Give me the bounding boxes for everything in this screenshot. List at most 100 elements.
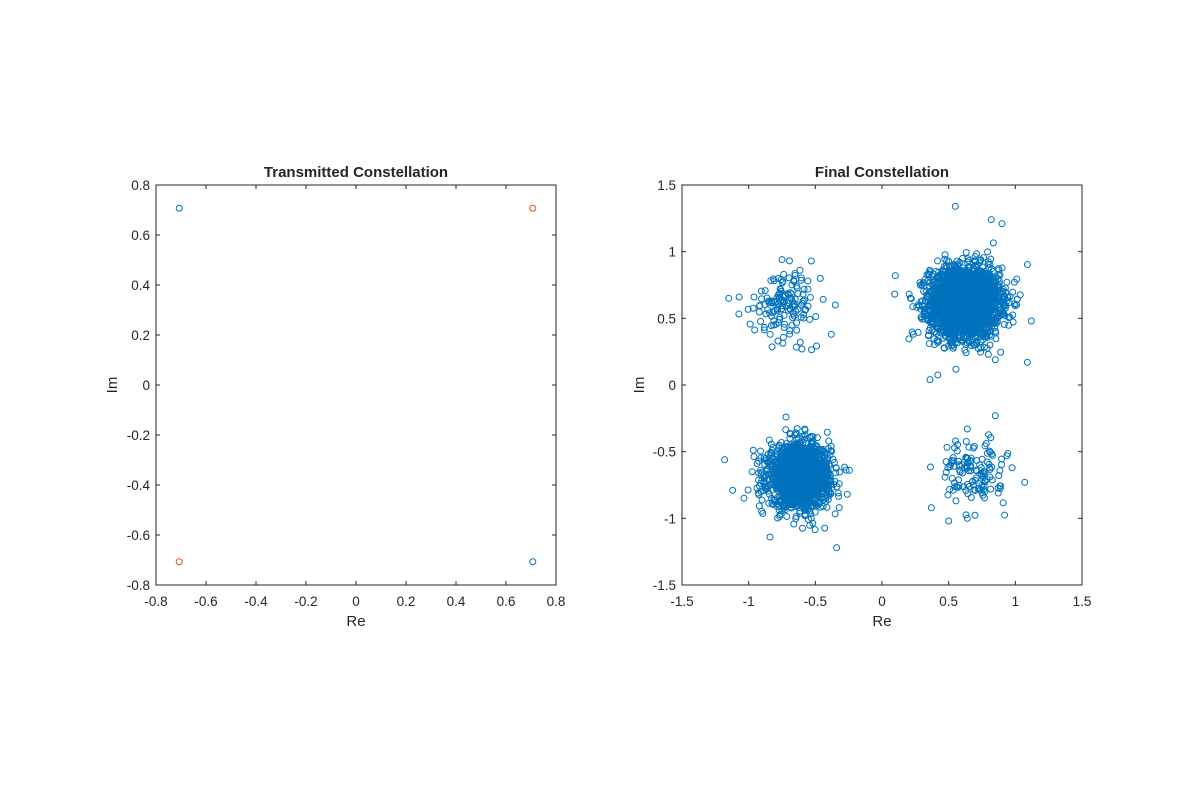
scatter-point	[956, 462, 964, 470]
scatter-point	[936, 304, 944, 312]
scatter-point	[789, 303, 797, 311]
scatter-point	[926, 376, 934, 384]
scatter-point	[965, 443, 973, 451]
scatter-point	[950, 292, 958, 300]
scatter-point	[765, 490, 773, 498]
scatter-point	[800, 296, 808, 304]
scatter-point	[940, 282, 948, 290]
y-tick-label: 0.6	[131, 228, 150, 243]
y-tick-label: 0.8	[131, 178, 150, 193]
scatter-point	[799, 475, 807, 483]
scatter-point	[768, 499, 776, 507]
scatter-point	[952, 264, 960, 272]
scatter-point	[963, 514, 971, 522]
scatter-point	[817, 456, 825, 464]
scatter-point	[826, 472, 834, 480]
chart-title: Final Constellation	[815, 164, 949, 181]
scatter-point	[760, 326, 768, 334]
scatter-point	[1000, 292, 1008, 300]
scatter-point	[917, 305, 925, 313]
scatter-point	[789, 470, 797, 478]
scatter-point	[925, 340, 933, 348]
scatter-point	[980, 271, 988, 279]
scatter-point	[789, 310, 797, 318]
scatter-point	[928, 315, 936, 323]
x-axis-label: Re	[346, 613, 365, 630]
scatter-point	[1005, 321, 1013, 329]
scatter-point	[952, 497, 960, 505]
scatter-point	[943, 443, 951, 451]
scatter-point	[969, 290, 977, 298]
scatter-point	[801, 510, 809, 518]
scatter-point	[807, 432, 815, 440]
scatter-point	[819, 460, 827, 468]
scatter-point	[735, 293, 743, 301]
scatter-point	[946, 463, 954, 471]
scatter-point	[972, 327, 980, 335]
scatter-point	[987, 485, 995, 493]
scatter-point	[831, 510, 839, 518]
scatter-point	[792, 455, 800, 463]
scatter-point	[821, 472, 829, 480]
scatter-point	[937, 293, 945, 301]
scatter-point	[972, 466, 980, 474]
scatter-point	[763, 294, 771, 302]
scatter-point	[779, 333, 787, 341]
scatter-point	[980, 254, 987, 262]
scatter-point	[1021, 478, 1029, 486]
scatter-point	[804, 516, 812, 523]
scatter-point	[806, 293, 814, 301]
scatter-point	[793, 484, 801, 492]
scatter-point	[744, 486, 752, 494]
scatter-point	[775, 290, 783, 298]
scatter-point	[812, 501, 820, 509]
y-tick-label: -1	[664, 511, 676, 526]
scatter-point	[955, 481, 963, 489]
scatter-point	[761, 301, 769, 309]
scatter-point	[960, 483, 968, 491]
scatter-point	[815, 475, 823, 483]
x-tick-label: 0.6	[497, 594, 516, 609]
scatter-point	[944, 491, 952, 499]
y-tick-label: 0.4	[131, 278, 150, 293]
scatter-point	[958, 275, 966, 282]
scatter-point	[964, 325, 972, 333]
scatter-point	[920, 305, 928, 313]
scatter-point	[757, 447, 764, 455]
scatter-point	[964, 255, 972, 263]
scatter-point	[940, 311, 948, 319]
scatter-point	[969, 444, 977, 452]
scatter-point	[175, 204, 183, 212]
scatter-point	[799, 439, 807, 447]
scatter-point	[919, 297, 927, 305]
scatter-point	[967, 306, 975, 314]
scatter-point	[835, 480, 843, 488]
x-axis-label: Re	[872, 613, 891, 630]
scatter-point	[778, 305, 786, 313]
scatter-point	[997, 305, 1005, 313]
scatter-point	[800, 285, 808, 293]
scatter-point	[974, 272, 982, 280]
scatter-point	[972, 474, 980, 482]
scatter-point	[770, 297, 778, 305]
scatter-point	[963, 266, 971, 274]
scatter-point	[969, 283, 977, 291]
scatter-point	[1003, 452, 1011, 460]
scatter-point	[817, 472, 825, 480]
scatter-point	[941, 473, 949, 481]
scatter-point	[934, 272, 942, 280]
scatter-point	[966, 302, 974, 310]
scatter-point	[780, 484, 788, 492]
scatter-point	[757, 317, 765, 325]
scatter-point	[952, 365, 960, 373]
scatter-point	[782, 444, 790, 452]
y-tick-label: -0.5	[653, 445, 676, 460]
scatter-point	[784, 299, 792, 307]
final-constellation-axes: Final Constellation -1.5 -1 -0.5 0 0.5 1 1.5-1…	[631, 164, 1091, 630]
scatter-point	[766, 533, 774, 541]
scatter-point	[976, 300, 984, 307]
x-tick-label: 0.4	[447, 594, 466, 609]
y-tick-label: 0	[142, 378, 150, 393]
scatter-point	[962, 349, 970, 357]
